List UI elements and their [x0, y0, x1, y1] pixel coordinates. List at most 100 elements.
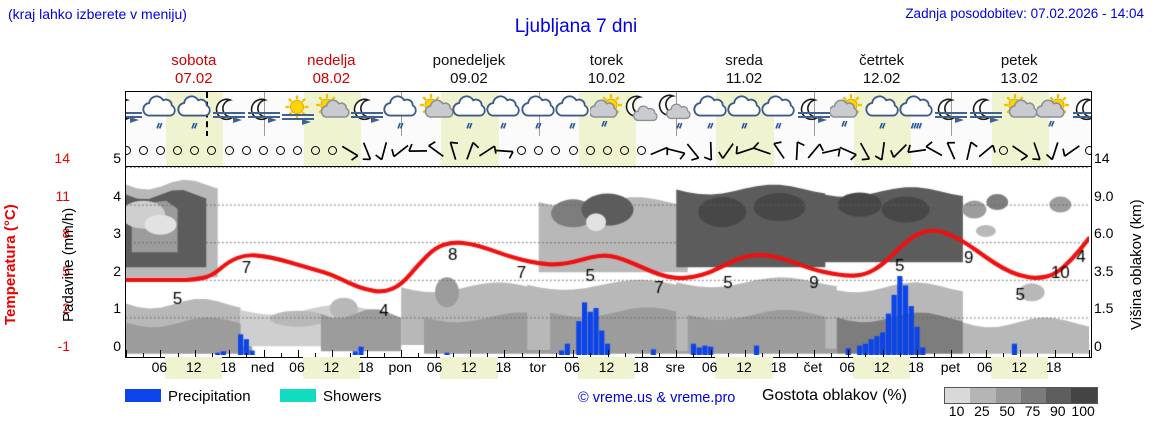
day-separator	[951, 92, 953, 137]
forecast-plot	[125, 166, 1092, 358]
x-tick-06: 06	[426, 359, 443, 375]
day-header-nedelja: nedelja 08.02	[263, 52, 401, 90]
x-tick-06: 06	[977, 359, 993, 375]
wind-barb-icon	[735, 146, 754, 155]
x-tick-mark	[934, 353, 936, 357]
wind-barb-icon	[466, 141, 480, 160]
wind-calm-icon	[259, 146, 269, 155]
x-tick-mark	[985, 350, 987, 357]
x-tick-18: 18	[1045, 359, 1062, 375]
x-tick-mark	[263, 350, 265, 357]
precip-tick: 4	[113, 187, 121, 204]
x-tick-18: 18	[633, 359, 649, 375]
x-tick-mark	[555, 353, 557, 357]
weather-icon-moon	[796, 93, 832, 135]
x-tick-06: 06	[701, 359, 718, 375]
wind-calm-icon	[637, 146, 647, 155]
daylight-band	[440, 357, 498, 379]
precipitation-swatch	[125, 389, 161, 402]
wind-barb-icon	[807, 143, 824, 159]
cloud-height-tick: 1.5	[1094, 300, 1114, 317]
day-date: 09.02	[450, 70, 488, 87]
colorbar-segment	[1046, 388, 1072, 403]
colorbar-segment	[945, 388, 971, 403]
x-tick-mark	[349, 353, 351, 357]
weather-icon-cloud-rain	[383, 93, 419, 135]
x-tick-mark	[882, 350, 884, 357]
temperature-axis-ticks: 14 11 8 5 2 -1	[30, 150, 70, 360]
daylight-band	[302, 357, 360, 379]
colorbar-segment	[1071, 388, 1097, 403]
colorbar-segment	[1020, 388, 1047, 403]
colorbar-tick: 50	[999, 403, 1015, 419]
temperature-tick: 5	[62, 262, 70, 279]
page-title: Ljubljana 7 dni	[514, 16, 638, 37]
wind-barb-icon	[965, 141, 978, 160]
day-name: četrtek	[859, 52, 905, 69]
day-separator	[813, 92, 815, 137]
weather-icon-cloud-heavy-rain	[899, 93, 935, 135]
x-tick-mark	[641, 350, 643, 357]
x-tick-06: 06	[289, 359, 305, 375]
weather-icon-cloud-rain	[142, 93, 178, 135]
cloud-height-tick: 3.5	[1094, 262, 1114, 279]
x-tick-mark	[366, 350, 368, 357]
wind-calm-icon	[1084, 146, 1091, 155]
x-tick-mark	[469, 350, 471, 357]
colorbar-tick: 25	[974, 403, 990, 419]
cloud-height-tick: 0	[1094, 338, 1102, 354]
cloud-height-axis-ticks: 14 9.0 6.0 3.5 1.5 0	[1094, 150, 1136, 360]
day-name: ponedeljek	[432, 52, 506, 69]
wind-barb-icon	[1062, 145, 1080, 157]
x-tick-mark	[710, 350, 712, 357]
colorbar-tick: 100	[1071, 403, 1095, 419]
day-date: 08.02	[312, 70, 351, 87]
day-header-sobota: sobota 07.02	[125, 52, 263, 90]
cloud-density-colorbar	[944, 387, 1098, 404]
legend-showers: Showers	[280, 388, 381, 405]
showers-swatch	[280, 389, 316, 402]
wind-calm-icon	[568, 146, 578, 155]
x-tick-06: 06	[839, 359, 856, 375]
x-tick-mark	[160, 350, 162, 357]
x-tick-mark	[968, 353, 970, 357]
copyright-label[interactable]: © vreme.us & vreme.pro	[578, 390, 736, 406]
wind-barb-row	[125, 136, 1092, 166]
day-name: nedelja	[307, 52, 356, 69]
wind-barb-icon	[773, 141, 786, 159]
wind-calm-icon	[293, 146, 303, 155]
temperature-tick: 2	[62, 300, 70, 317]
x-tick-mark	[487, 353, 489, 357]
x-tick-mark	[779, 350, 781, 357]
weather-icon-cloud-rain	[452, 93, 488, 135]
x-tick-mark	[126, 350, 127, 357]
x-tick-mark	[848, 350, 850, 357]
x-tick-mark	[435, 350, 437, 357]
daylight-band	[715, 357, 773, 379]
x-tick-mark	[538, 350, 540, 357]
x-tick-mark	[727, 353, 729, 357]
day-name: petek	[1000, 52, 1038, 69]
day-date: 12.02	[862, 70, 901, 87]
wind-barb-icon	[839, 146, 858, 161]
x-tick-18: 18	[357, 359, 374, 375]
wind-calm-icon	[190, 146, 200, 155]
day-date: 11.02	[725, 70, 763, 87]
x-tick-mark	[831, 353, 833, 357]
x-tick-mark	[590, 353, 592, 357]
wind-barb-icon	[703, 141, 712, 161]
wind-calm-icon	[241, 146, 251, 155]
precip-tick: 3	[113, 225, 121, 242]
daylight-band	[852, 357, 911, 379]
wind-calm-icon	[998, 146, 1008, 155]
x-tick-ned: ned	[250, 359, 275, 375]
wind-barb-icon	[1032, 142, 1042, 161]
weather-icon-cloud-rain	[486, 93, 522, 135]
day-name: torek	[589, 52, 624, 69]
x-tick-mark	[211, 353, 213, 357]
x-tick-mark	[745, 350, 747, 357]
x-tick-mark	[452, 353, 454, 357]
x-tick-12: 12	[873, 359, 890, 375]
wind-barb-icon	[753, 141, 772, 155]
